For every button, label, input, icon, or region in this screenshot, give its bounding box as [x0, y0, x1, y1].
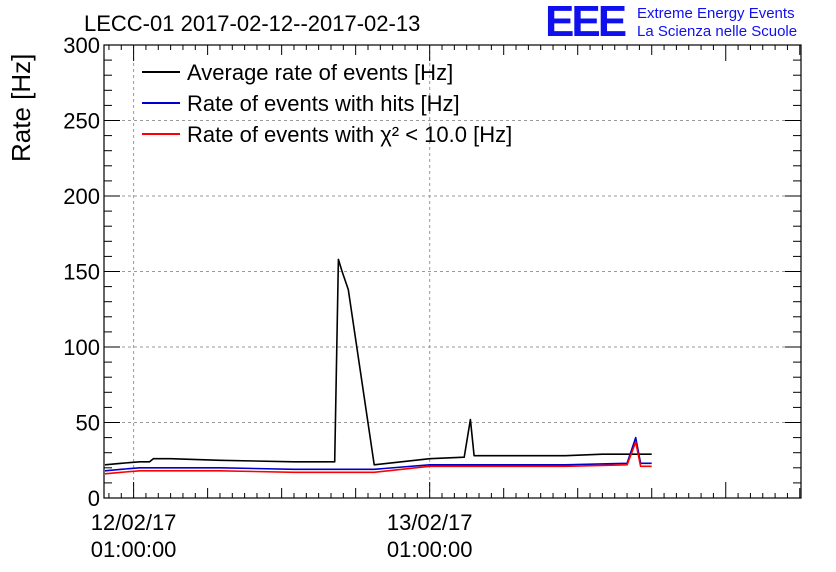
y-tick-label: 150: [63, 260, 100, 285]
x-tick-label-time: 01:00:00: [387, 537, 473, 562]
legend-label-1: Average rate of events [Hz]: [187, 60, 453, 85]
eee-logo-text: Extreme Energy Events La Scienza nelle S…: [637, 5, 797, 41]
y-tick-label: 100: [63, 335, 100, 360]
y-tick-label: 250: [63, 109, 100, 134]
legend-label-2: Rate of events with hits [Hz]: [187, 91, 460, 116]
x-tick-label-date: 12/02/17: [91, 510, 177, 535]
x-tick-label-time: 01:00:00: [91, 537, 177, 562]
logo-line-2: La Scienza nelle Scuole: [637, 23, 798, 40]
legend: Average rate of events [Hz] Rate of event…: [142, 60, 512, 147]
eee-logo-mark: EEE: [545, 0, 627, 46]
tick-label-layer: 05010015020025030012/02/1701:00:0013/02/…: [63, 33, 472, 562]
series-line-2: [104, 436, 652, 472]
legend-label-3: Rate of events with χ² < 10.0 [Hz]: [187, 122, 512, 147]
x-tick-label-date: 13/02/17: [387, 510, 473, 535]
series-line-3: [104, 441, 652, 475]
chart-title: LECC-01 2017-02-12--2017-02-13: [84, 11, 420, 36]
y-axis-label: Rate [Hz]: [6, 54, 36, 162]
y-tick-label: 300: [63, 33, 100, 58]
axes-layer: [103, 44, 802, 499]
y-tick-label: 200: [63, 184, 100, 209]
y-tick-label: 0: [88, 486, 100, 511]
series-line-1: [104, 258, 652, 466]
series-layer: [104, 258, 652, 475]
y-tick-label: 50: [76, 411, 100, 436]
logo-line-1: Extreme Energy Events: [637, 5, 795, 22]
